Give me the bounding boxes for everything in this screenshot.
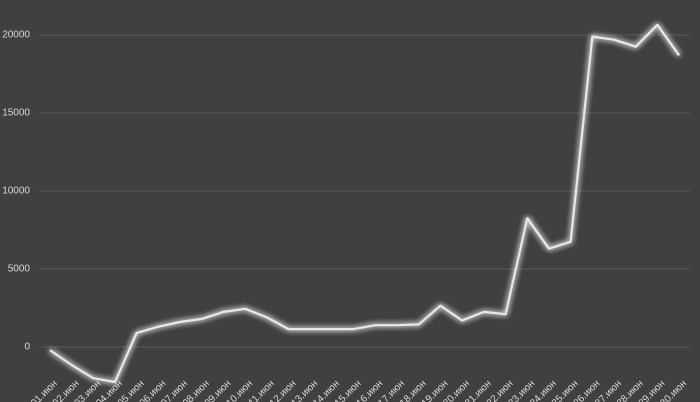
y-tick-label: 0 [24, 342, 30, 353]
data-line [49, 23, 680, 384]
y-tick-label: 20000 [2, 30, 30, 41]
y-tick-label: 10000 [2, 186, 30, 197]
y-tick-label: 15000 [2, 108, 30, 119]
y-tick-label: 5000 [8, 264, 31, 275]
